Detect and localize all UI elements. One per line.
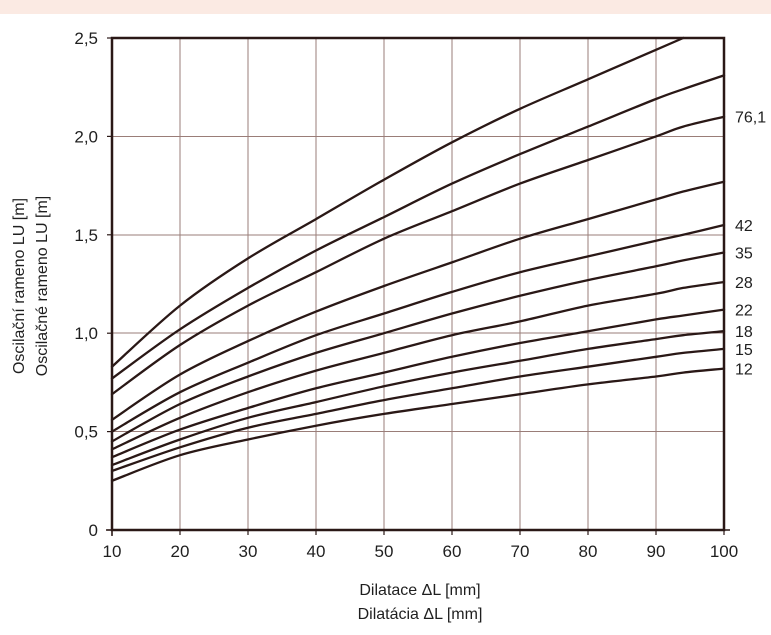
plot-frame <box>110 36 726 532</box>
x-axis-title-line-1: Dilatace ΔL [mm] <box>359 582 480 599</box>
y-tick-label: 0 <box>89 521 98 540</box>
top-header-band <box>0 0 771 14</box>
label-layer: 10 20 30 40 50 60 70 80 90 100 0 0,5 1,0 1,5 2,0 2,5 76,… <box>74 29 766 561</box>
x-tick-label: 80 <box>579 542 598 561</box>
series-curve <box>110 180 726 421</box>
series-curve <box>110 74 726 380</box>
series-label: 12 <box>735 362 753 379</box>
series-curve <box>110 36 685 368</box>
grid-layer <box>107 37 725 535</box>
series-label: 35 <box>735 246 753 263</box>
series-label: 18 <box>735 324 753 341</box>
x-tick-label: 60 <box>443 542 462 561</box>
series-curve <box>110 367 726 482</box>
series-curve <box>110 115 726 396</box>
series-curve <box>110 280 726 451</box>
axis-layer <box>106 36 730 536</box>
series-curve <box>110 308 726 459</box>
series-curve <box>110 251 726 443</box>
y-tick-label: 2,0 <box>74 127 98 146</box>
series-layer <box>110 36 726 482</box>
x-tick-label: 50 <box>375 542 394 561</box>
x-tick-label: 70 <box>511 542 530 561</box>
y-tick-label: 2,5 <box>74 29 98 48</box>
y-axis-title-line-1: Oscilační rameno LU [m] <box>11 198 28 374</box>
x-tick-label: 10 <box>103 542 122 561</box>
y-tick-label: 1,0 <box>74 324 98 343</box>
x-tick-label: 90 <box>647 542 666 561</box>
x-tick-label: 30 <box>239 542 258 561</box>
series-curve <box>110 330 726 467</box>
y-axis-title-line-2: Oscilačné rameno LU [m] <box>34 196 51 377</box>
y-tick-label: 0,5 <box>74 423 98 442</box>
series-label: 28 <box>735 275 753 292</box>
series-label: 15 <box>735 342 753 359</box>
series-curve <box>110 347 726 473</box>
x-axis-title-line-2: Dilatácia ΔL [mm] <box>358 606 483 623</box>
x-tick-label: 100 <box>710 542 738 561</box>
series-label: 22 <box>735 303 753 320</box>
series-curve <box>110 223 726 433</box>
series-label: 42 <box>735 218 753 235</box>
series-label: 76,1 <box>735 110 766 127</box>
x-tick-label: 40 <box>307 542 326 561</box>
y-tick-label: 1,5 <box>74 226 98 245</box>
x-tick-label: 20 <box>171 542 190 561</box>
